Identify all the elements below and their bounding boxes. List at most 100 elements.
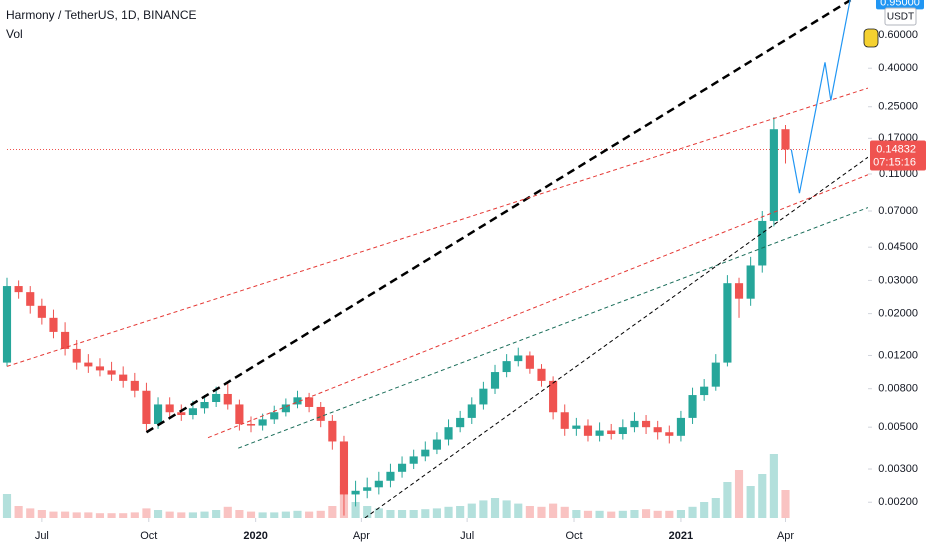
candle [2, 277, 12, 518]
volume-bar [61, 511, 70, 518]
candle [467, 397, 476, 518]
y-tick-label: 0.04500 [878, 241, 918, 253]
candle-body [14, 286, 23, 293]
volume-bar [188, 512, 197, 518]
candle [525, 351, 534, 518]
volume-bar [711, 498, 720, 518]
volume-bar [212, 510, 221, 518]
candle-body [165, 404, 174, 413]
volume-bar [363, 506, 372, 518]
x-tick-label: Jul [35, 530, 49, 542]
volume-bar [479, 500, 488, 518]
volume-bar [688, 506, 697, 518]
volume-bar [758, 474, 767, 518]
candle [363, 477, 372, 518]
volume-bar [514, 503, 523, 518]
volume-bar [223, 506, 232, 518]
candle [386, 463, 395, 518]
volume-bar [560, 506, 569, 518]
candle [397, 456, 407, 518]
candle-body [212, 393, 221, 402]
volume-bar [421, 509, 430, 518]
y-tick-label: 0.07000 [878, 205, 918, 217]
candle [502, 354, 511, 518]
candle [305, 392, 314, 518]
candle-body [490, 372, 500, 389]
candle [200, 395, 209, 518]
volume-bar [200, 511, 209, 518]
candle [607, 423, 616, 518]
candle-body [188, 408, 197, 416]
volume-bar [270, 512, 279, 518]
y-tick-label: 0.25000 [878, 101, 918, 113]
candle-body [177, 412, 186, 416]
countdown-label: 07:15:16 [873, 156, 916, 168]
volume-bar [107, 513, 116, 518]
y-tick-label: 0.11000 [879, 168, 918, 180]
volume-bar [95, 513, 105, 518]
candle [560, 404, 569, 518]
candle [142, 382, 151, 518]
candle-body [421, 449, 430, 457]
candle [95, 358, 105, 518]
trend-line [790, 0, 851, 194]
candle [676, 410, 685, 518]
candle [630, 412, 639, 518]
candle [769, 117, 778, 518]
candle-body [665, 432, 674, 436]
candle [119, 366, 128, 518]
candle-body [386, 471, 395, 481]
candle [49, 309, 58, 518]
volume-bar [2, 494, 12, 518]
volume-bar [316, 510, 325, 518]
candle [444, 419, 453, 518]
volume-bar [665, 510, 674, 518]
candle-body [432, 439, 441, 450]
candle [328, 415, 337, 518]
candle [572, 417, 581, 518]
candle [409, 449, 418, 518]
candle-body [107, 370, 116, 375]
volume-bar [618, 510, 627, 518]
candle [700, 379, 709, 518]
candle-body [246, 423, 256, 426]
candle [351, 480, 360, 518]
trend-line [238, 207, 868, 449]
volume-bar [246, 511, 256, 518]
candle [734, 277, 744, 518]
y-tick-label: 0.02000 [878, 308, 918, 320]
candle [26, 286, 35, 518]
volume-bar [607, 511, 616, 518]
candle [61, 322, 70, 518]
candle [642, 415, 651, 518]
candle [84, 354, 93, 518]
candle-body [560, 412, 569, 429]
x-tick-label: Jul [460, 530, 474, 542]
volume-bar [746, 486, 755, 518]
candle-body [223, 393, 232, 405]
x-tick-label: Apr [353, 530, 370, 542]
volume-bar [305, 511, 314, 518]
candle-body [653, 427, 662, 433]
volume-bar [14, 506, 23, 518]
candle-body [119, 374, 128, 381]
volume-bar [165, 511, 174, 518]
volume-bar [444, 506, 453, 518]
trend-line [6, 87, 868, 367]
candle-body [502, 361, 511, 373]
candle-body [595, 430, 604, 436]
candle-body [630, 420, 639, 428]
volume-bar [583, 510, 593, 518]
volume-bar [258, 512, 267, 518]
candle [72, 339, 81, 518]
candle-body [363, 487, 372, 491]
volume-bar [490, 498, 500, 518]
candle [281, 398, 290, 518]
candle-body [572, 425, 581, 429]
volume-bar [351, 502, 360, 518]
volume-bar [525, 506, 534, 518]
candle-body [769, 129, 778, 221]
candle [758, 211, 767, 518]
volume-bar [84, 512, 93, 518]
